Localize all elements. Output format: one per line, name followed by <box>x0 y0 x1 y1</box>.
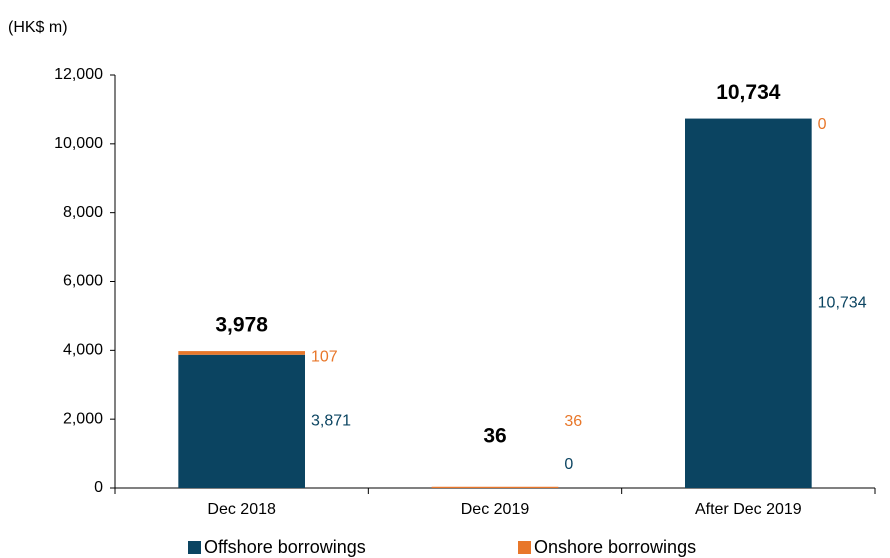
value-label: 107 <box>311 348 338 365</box>
value-label: 3,871 <box>311 413 351 430</box>
legend-label: Offshore borrowings <box>204 537 366 557</box>
y-tick-label: 0 <box>94 479 103 496</box>
total-label: 36 <box>483 425 506 448</box>
bar-segment <box>431 486 559 488</box>
unit-label: (HK$ m) <box>8 19 68 36</box>
value-label: 0 <box>564 456 573 473</box>
bar-segment <box>178 351 305 355</box>
x-tick-label: Dec 2019 <box>461 501 530 518</box>
value-label: 10,734 <box>818 295 867 312</box>
total-label: 10,734 <box>716 81 781 104</box>
value-label: 0 <box>818 116 827 133</box>
legend-label: Onshore borrowings <box>534 537 696 557</box>
x-tick-label: Dec 2018 <box>207 501 276 518</box>
y-tick-label: 6,000 <box>63 273 103 290</box>
value-label: 36 <box>564 413 582 430</box>
y-tick-label: 2,000 <box>63 410 103 427</box>
bar-segment <box>685 118 812 488</box>
y-tick-label: 8,000 <box>63 204 103 221</box>
y-tick-label: 10,000 <box>54 135 103 152</box>
y-tick-label: 4,000 <box>63 342 103 359</box>
bar-segment <box>178 354 305 488</box>
legend-swatch <box>518 541 531 554</box>
legend-swatch <box>188 541 201 554</box>
total-label: 3,978 <box>215 314 268 337</box>
y-tick-label: 12,000 <box>54 66 103 83</box>
x-tick-label: After Dec 2019 <box>695 501 802 518</box>
